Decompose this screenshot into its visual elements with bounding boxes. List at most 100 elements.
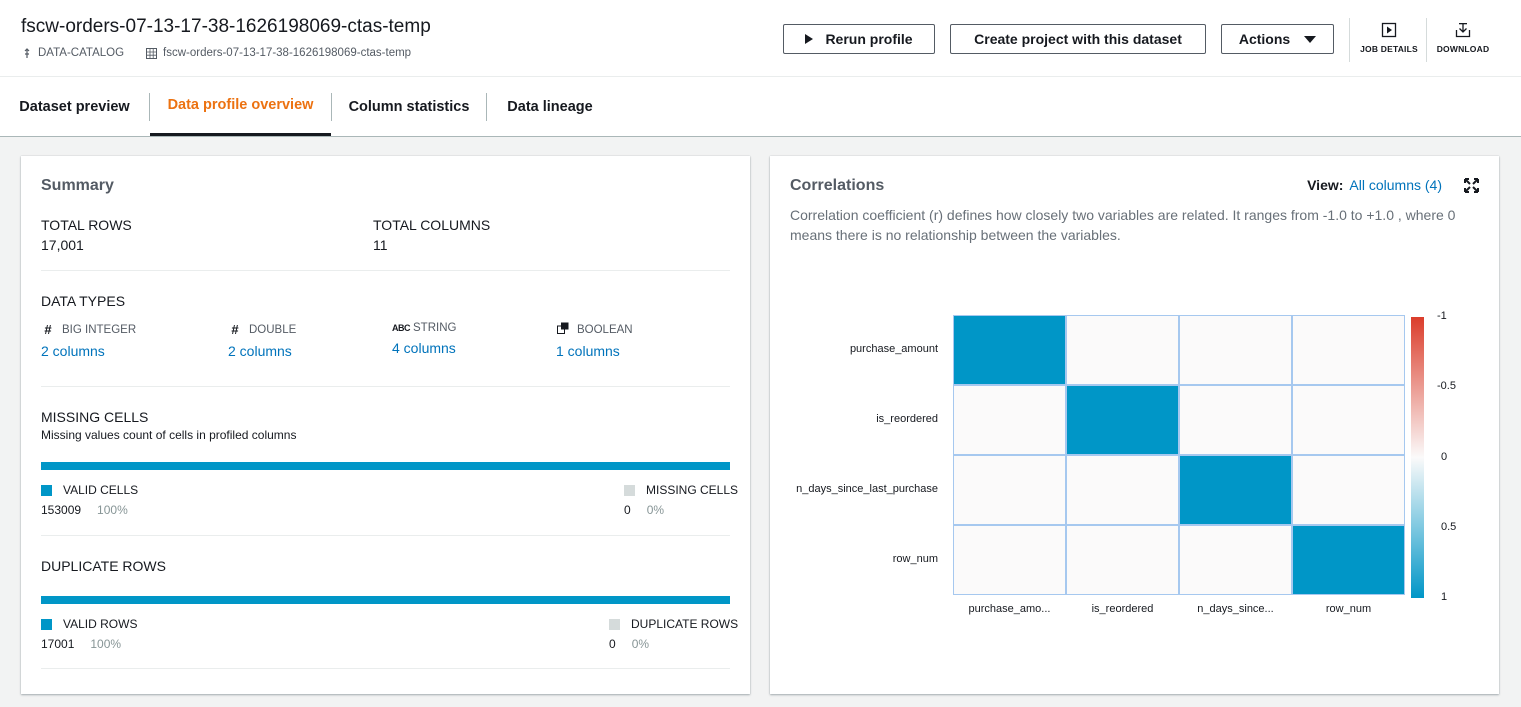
boolean-icon: [556, 322, 570, 337]
colorbar-tick-label: 0.5: [1441, 520, 1457, 533]
valid-swatch: [41, 618, 52, 630]
play-icon: [805, 34, 814, 44]
total-columns-label: TOTAL COLUMNS: [373, 217, 491, 233]
heatmap-x-label: is_reordered: [1091, 603, 1154, 615]
missing-cells-title: MISSING CELLS: [41, 409, 149, 425]
divider: [41, 270, 730, 271]
heatmap-x-label: purchase_amo...: [968, 603, 1051, 615]
summary-title: Summary: [41, 177, 114, 194]
heatmap-y-label: is_reordered: [876, 413, 938, 425]
heatmap-cell[interactable]: [1179, 525, 1292, 595]
data-type-name: STRING: [413, 322, 457, 334]
breadcrumb-item-catalog[interactable]: DATA-CATALOG: [21, 47, 124, 59]
rerun-profile-button[interactable]: Rerun profile: [783, 24, 935, 54]
heatmap-cell[interactable]: [1179, 315, 1292, 385]
tab-bar: Dataset preview Data profile overview Co…: [0, 77, 1521, 137]
correlations-description: Correlation coefficient (r) defines how …: [790, 207, 1456, 243]
heatmap-cell[interactable]: [1179, 455, 1292, 525]
job-details-icon: [1381, 22, 1397, 38]
correlations-panel: Correlations View: All columns (4) Correl…: [770, 156, 1499, 694]
data-type-name: DOUBLE: [249, 323, 297, 336]
heatmap-cell[interactable]: [1292, 315, 1405, 385]
heatmap-cell[interactable]: [1179, 385, 1292, 455]
data-type-name: BIG INTEGER: [62, 323, 137, 336]
heatmap-x-label: n_days_since...: [1197, 603, 1274, 615]
correlations-title: Correlations: [790, 177, 885, 194]
breadcrumb-item-dataset[interactable]: fscw-orders-07-13-17-38-1626198069-ctas-…: [146, 47, 411, 59]
job-details-button[interactable]: JOB DETAILS: [1358, 22, 1420, 54]
duplicate-rows-title: DUPLICATE ROWS: [41, 558, 166, 574]
summary-panel: Summary TOTAL ROWS 17,001 TOTAL COLUMNS …: [21, 156, 750, 694]
job-details-label: JOB DETAILS: [1360, 44, 1418, 54]
heatmap-cell[interactable]: [1066, 385, 1179, 455]
heatmap-cell[interactable]: [1292, 455, 1405, 525]
missing-cells-label: MISSING CELLS: [646, 483, 739, 497]
duplicate-rows-legend: DUPLICATE ROWS: [609, 617, 738, 631]
tab-column-statistics[interactable]: Column statistics: [348, 99, 470, 115]
hash-icon: #: [44, 322, 52, 337]
breadcrumb-dataset-label: fscw-orders-07-13-17-38-1626198069-ctas-…: [163, 47, 412, 59]
duplicate-swatch: [609, 618, 620, 630]
total-rows-label: TOTAL ROWS: [41, 217, 132, 233]
string-columns-link[interactable]: 4 columns: [392, 340, 456, 356]
heatmap-cell[interactable]: [1066, 455, 1179, 525]
duplicate-rows-count: 0 0%: [609, 637, 650, 651]
actions-dropdown-button[interactable]: Actions: [1221, 24, 1334, 54]
data-type-string: ABC STRING 4 columns: [392, 322, 456, 356]
heatmap-cell[interactable]: [953, 385, 1066, 455]
colorbar-tick-label: -0.5: [1437, 380, 1456, 393]
abc-icon: ABC: [392, 323, 411, 333]
page-header: fscw-orders-07-13-17-38-1626198069-ctas-…: [0, 0, 1521, 77]
missing-cells-legend: MISSING CELLS: [624, 483, 738, 497]
divider: [41, 535, 730, 536]
heatmap-cell[interactable]: [1292, 525, 1405, 595]
boolean-columns-link[interactable]: 1 columns: [556, 343, 620, 359]
valid-rows-count: 17001 100%: [41, 637, 122, 651]
catalog-icon: [21, 47, 32, 59]
missing-swatch: [624, 484, 635, 496]
hash-icon: #: [231, 322, 239, 337]
tab-data-lineage[interactable]: Data lineage: [507, 99, 593, 115]
valid-rows-label: VALID ROWS: [63, 617, 138, 631]
heatmap-cell[interactable]: [953, 455, 1066, 525]
data-type-boolean: BOOLEAN 1 columns: [556, 322, 633, 359]
view-selector: View: All columns (4): [1307, 177, 1442, 193]
heatmap-cell[interactable]: [953, 315, 1066, 385]
heatmap-cell[interactable]: [953, 525, 1066, 595]
data-type-big-integer: # BIG INTEGER 2 columns: [41, 322, 136, 359]
missing-cells-subtitle: Missing values count of cells in profile…: [41, 428, 297, 442]
view-columns-link[interactable]: All columns (4): [1349, 177, 1442, 193]
duplicate-rows-label: DUPLICATE ROWS: [631, 617, 739, 631]
valid-cells-label: VALID CELLS: [63, 483, 139, 497]
rerun-profile-label: Rerun profile: [825, 31, 913, 47]
double-columns-link[interactable]: 2 columns: [228, 343, 292, 359]
missing-cells-count: 0 0%: [624, 503, 665, 517]
missing-cells-bar: [41, 462, 730, 470]
heatmap-cell[interactable]: [1292, 385, 1405, 455]
actions-label: Actions: [1238, 31, 1291, 47]
breadcrumb: DATA-CATALOG fscw-orders-07-13-17-38-162…: [21, 47, 411, 59]
total-columns-value: 11: [373, 237, 388, 253]
colorbar-tick-label: 1: [1441, 591, 1448, 603]
download-label: DOWNLOAD: [1436, 44, 1490, 54]
valid-rows-legend: VALID ROWS: [41, 617, 137, 631]
divider: [41, 386, 730, 387]
download-icon: [1455, 23, 1471, 38]
breadcrumb-catalog-label: DATA-CATALOG: [38, 47, 125, 59]
big-integer-columns-link[interactable]: 2 columns: [41, 343, 105, 359]
heatmap-cell[interactable]: [1066, 525, 1179, 595]
view-label: View:: [1307, 177, 1344, 193]
page-title: fscw-orders-07-13-17-38-1626198069-ctas-…: [21, 16, 431, 37]
heatmap-cell[interactable]: [1066, 315, 1179, 385]
tab-data-profile-overview[interactable]: Data profile overview: [150, 77, 331, 136]
tab-dataset-preview[interactable]: Dataset preview: [19, 99, 130, 115]
download-button[interactable]: DOWNLOAD: [1433, 22, 1493, 54]
heatmap-y-label: purchase_amount: [849, 343, 938, 355]
total-rows-value: 17,001: [41, 237, 84, 253]
duplicate-rows-bar: [41, 596, 730, 604]
create-project-button[interactable]: Create project with this dataset: [950, 24, 1206, 54]
data-types-label: DATA TYPES: [41, 293, 126, 309]
colorbar-tick-label: -1: [1437, 310, 1447, 322]
caret-down-icon: [1304, 35, 1317, 43]
expand-icon[interactable]: [1464, 178, 1479, 193]
